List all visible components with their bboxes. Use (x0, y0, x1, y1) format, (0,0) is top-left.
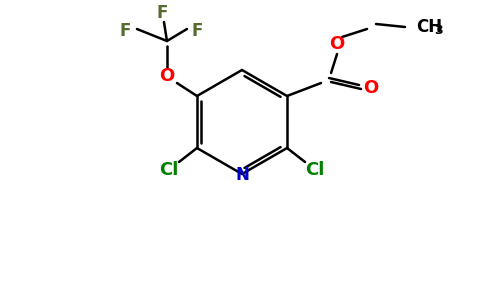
Text: CH: CH (416, 18, 442, 36)
Text: Cl: Cl (305, 161, 325, 179)
Text: O: O (330, 35, 345, 53)
Text: 3: 3 (434, 25, 443, 38)
Text: O: O (363, 79, 378, 97)
Text: F: F (191, 22, 203, 40)
Text: F: F (119, 22, 131, 40)
Text: O: O (159, 67, 175, 85)
Text: Cl: Cl (159, 161, 179, 179)
Text: N: N (235, 166, 249, 184)
Text: F: F (156, 4, 167, 22)
